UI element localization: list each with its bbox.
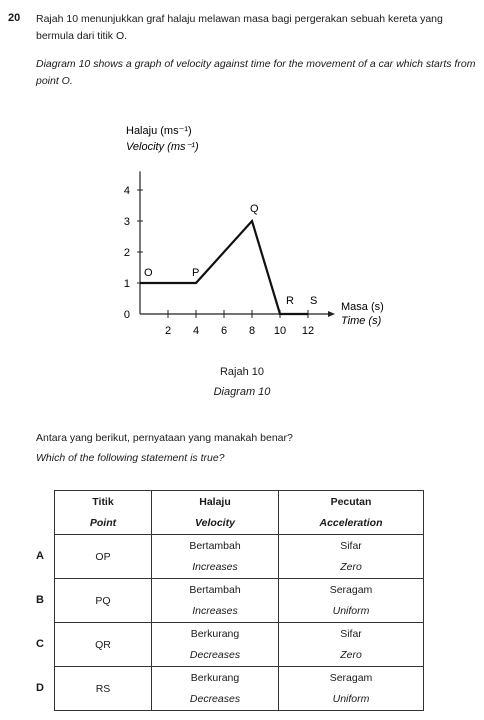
x-axis-label-en: Time (s) xyxy=(341,315,382,327)
point-label-r: R xyxy=(286,295,294,307)
velocity-en: Increases xyxy=(192,604,238,617)
acceleration-ms: Seragam xyxy=(329,671,373,684)
y-axis-label-en: Velocity (ms⁻¹) xyxy=(126,141,199,153)
acceleration-cell: Seragam Uniform xyxy=(278,666,424,711)
option-letter[interactable]: B xyxy=(36,594,44,606)
point-label-o: O xyxy=(144,267,153,279)
table-row: QR Berkurang Decreases Sifar Zero xyxy=(54,622,424,667)
prompt-en: Which of the following statement is true… xyxy=(36,452,225,464)
acceleration-en: Uniform xyxy=(332,692,370,705)
y-tick-label: 4 xyxy=(124,185,130,197)
header-velocity: Halaju Velocity xyxy=(151,490,279,535)
velocity-line xyxy=(140,218,308,316)
header-point-ms: Titik xyxy=(92,495,114,508)
acceleration-ms: Seragam xyxy=(329,583,373,596)
velocity-cell: Bertambah Increases xyxy=(151,578,279,623)
origin-label: 0 xyxy=(124,309,130,321)
table-header-row: Titik Point Halaju Velocity Pecutan Acce… xyxy=(54,490,424,535)
option-letter[interactable]: D xyxy=(36,682,44,694)
acceleration-en: Uniform xyxy=(332,604,370,617)
acceleration-ms: Sifar xyxy=(340,539,362,552)
header-point: Titik Point xyxy=(54,490,152,535)
acceleration-en: Zero xyxy=(340,560,362,573)
header-acceleration: Pecutan Acceleration xyxy=(278,490,424,535)
velocity-en: Decreases xyxy=(189,648,241,661)
velocity-cell: Berkurang Decreases xyxy=(151,622,279,667)
y-axis-label-ms: Halaju (ms⁻¹) xyxy=(126,125,192,137)
table-row: RS Berkurang Decreases Seragam Uniform xyxy=(54,666,424,711)
velocity-ms: Berkurang xyxy=(190,671,240,684)
diagram-caption-en: Diagram 10 xyxy=(213,386,271,398)
header-acceleration-ms: Pecutan xyxy=(330,495,372,508)
point-cell: PQ xyxy=(54,578,152,623)
question-text-en: Diagram 10 shows a graph of velocity aga… xyxy=(36,58,476,87)
point-label-p: P xyxy=(192,267,199,279)
x-tick-label: 12 xyxy=(302,325,314,337)
header-velocity-en: Velocity xyxy=(195,516,235,529)
table-row: OP Bertambah Increases Sifar Zero xyxy=(54,534,424,579)
header-acceleration-en: Acceleration xyxy=(319,516,383,529)
options-table: Titik Point Halaju Velocity Pecutan Acce… xyxy=(54,490,424,711)
x-tick-label: 4 xyxy=(193,325,199,337)
point-label-s: S xyxy=(310,295,317,307)
velocity-cell: Bertambah Increases xyxy=(151,534,279,579)
velocity-cell: Berkurang Decreases xyxy=(151,666,279,711)
option-letter[interactable]: A xyxy=(36,550,44,562)
acceleration-cell: Sifar Zero xyxy=(278,622,424,667)
header-velocity-ms: Halaju xyxy=(199,495,231,508)
velocity-ms: Bertambah xyxy=(189,539,241,552)
x-tick-label: 8 xyxy=(249,325,255,337)
x-tick-label: 2 xyxy=(165,325,171,337)
acceleration-cell: Seragam Uniform xyxy=(278,578,424,623)
point-label: PQ xyxy=(95,594,111,607)
point-cell: QR xyxy=(54,622,152,667)
question-text-ms: Rajah 10 menunjukkan graf halaju melawan… xyxy=(36,13,443,42)
point-label: RS xyxy=(95,682,111,695)
x-axis-label-ms: Masa (s) xyxy=(341,301,384,313)
y-tick-label: 1 xyxy=(124,278,130,290)
acceleration-en: Zero xyxy=(340,648,362,661)
x-tick-label: 10 xyxy=(274,325,286,337)
prompt-ms: Antara yang berikut, pernyataan yang man… xyxy=(36,432,293,444)
acceleration-cell: Sifar Zero xyxy=(278,534,424,579)
velocity-en: Increases xyxy=(192,560,238,573)
header-point-en: Point xyxy=(89,516,117,529)
x-axis-arrow xyxy=(328,311,335,317)
velocity-ms: Berkurang xyxy=(190,627,240,640)
x-tick-label: 6 xyxy=(221,325,227,337)
diagram-caption-ms: Rajah 10 xyxy=(219,366,265,378)
point-cell: OP xyxy=(54,534,152,579)
point-label: QR xyxy=(95,638,111,651)
question-number: 20 xyxy=(8,12,21,24)
y-tick-label: 3 xyxy=(124,216,130,228)
point-label-q: Q xyxy=(250,203,259,215)
acceleration-ms: Sifar xyxy=(340,627,362,640)
point-cell: RS xyxy=(54,666,152,711)
table-row: PQ Bertambah Increases Seragam Uniform xyxy=(54,578,424,623)
y-tick-label: 2 xyxy=(124,247,130,259)
option-letter[interactable]: C xyxy=(36,638,44,650)
point-label: OP xyxy=(95,550,111,563)
velocity-en: Decreases xyxy=(189,692,241,705)
velocity-ms: Bertambah xyxy=(189,583,241,596)
